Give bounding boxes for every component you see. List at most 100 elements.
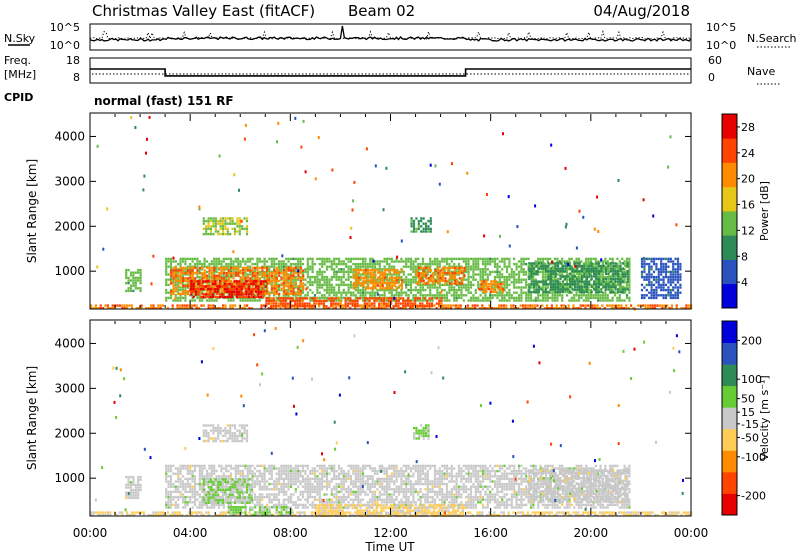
heatmap-cell <box>453 294 456 297</box>
heatmap-cell <box>498 291 501 294</box>
heatmap-cell <box>556 260 559 263</box>
heatmap-cell <box>651 307 654 310</box>
heatmap-cell <box>196 257 199 261</box>
heatmap-cell <box>306 275 309 279</box>
heatmap-cell <box>234 257 237 261</box>
heatmap-cell <box>224 307 227 310</box>
heatmap-cell <box>682 307 685 310</box>
heatmap-cell <box>134 279 137 282</box>
heatmap-cell <box>618 307 621 310</box>
heatmap-cell <box>604 275 607 279</box>
heatmap-cell <box>346 297 350 300</box>
heatmap-cell <box>277 121 280 125</box>
heatmap-cell <box>333 275 336 279</box>
heatmap-cell <box>140 304 143 307</box>
heatmap-cell <box>167 278 170 281</box>
heatmap-cell <box>265 297 268 300</box>
heatmap-cell <box>652 294 656 297</box>
heatmap-cell <box>676 288 680 292</box>
heatmap-cell <box>285 271 288 275</box>
heatmap-cell <box>298 302 302 305</box>
heatmap-cell <box>184 260 187 263</box>
heatmap-cell <box>395 294 398 297</box>
heatmap-cell <box>417 227 420 231</box>
heatmap-cell <box>282 297 285 300</box>
heatmap-cell <box>165 299 168 302</box>
heatmap-cell <box>545 288 548 291</box>
heatmap-cell <box>99 307 102 310</box>
heatmap-cell <box>388 268 392 272</box>
heatmap-cell <box>640 262 644 266</box>
heatmap-cell <box>251 271 254 275</box>
heatmap-cell <box>444 266 447 270</box>
heatmap-cell <box>448 278 451 281</box>
heatmap-cell <box>409 302 412 305</box>
heatmap-cell <box>672 270 675 274</box>
heatmap-cell <box>487 288 490 291</box>
heatmap-cell <box>253 268 257 271</box>
heatmap-cell <box>217 222 220 225</box>
heatmap-cell <box>253 294 257 297</box>
heatmap-cell <box>310 305 314 308</box>
heatmap-cell <box>611 257 614 261</box>
heatmap-cell <box>457 286 461 289</box>
heatmap-cell <box>359 278 362 281</box>
heatmap-cell <box>251 299 254 302</box>
colorbar-tick-label: 16 <box>741 199 755 212</box>
heatmap-cell <box>299 277 302 280</box>
heatmap-cell <box>236 217 239 220</box>
heatmap-cell <box>321 283 324 287</box>
heatmap-cell <box>280 283 283 287</box>
heatmap-cell <box>597 283 600 286</box>
heatmap-cell <box>366 299 369 302</box>
heatmap-cell <box>532 299 535 302</box>
heatmap-cell <box>282 290 286 293</box>
heatmap-cell <box>453 299 456 302</box>
heatmap-cell <box>404 302 407 305</box>
heatmap-cell <box>321 262 324 266</box>
heatmap-cell <box>139 271 142 274</box>
heatmap-cell <box>381 287 384 290</box>
heatmap-cell <box>196 262 199 266</box>
heatmap-cell <box>230 274 233 277</box>
heatmap-cell <box>290 274 293 277</box>
heatmap-cell <box>417 271 421 275</box>
heatmap-cell <box>352 274 356 277</box>
heatmap-cell <box>624 264 627 268</box>
heatmap-cell <box>495 514 498 517</box>
heatmap-cell <box>306 268 309 271</box>
heatmap-cell <box>558 260 561 263</box>
heatmap-cell <box>669 283 672 287</box>
heatmap-cell <box>238 219 241 223</box>
heatmap-cell <box>597 268 600 271</box>
heatmap-cell <box>448 268 451 271</box>
heatmap-cell <box>170 282 173 285</box>
heatmap-cell <box>429 270 432 274</box>
heatmap-cell <box>285 282 288 285</box>
heatmap-cell <box>402 297 405 300</box>
heatmap-cell <box>118 304 121 307</box>
heatmap-cell <box>332 514 335 517</box>
heatmap-cell <box>515 265 518 268</box>
heatmap-cell <box>296 297 299 300</box>
heatmap-cell <box>676 262 680 266</box>
heatmap-cell <box>461 271 464 275</box>
heatmap-cell <box>378 304 381 307</box>
heatmap-cell <box>251 269 254 272</box>
heatmap-cell <box>198 275 201 279</box>
heatmap-cell <box>457 296 461 300</box>
heatmap-cell <box>399 307 402 310</box>
heatmap-cell <box>561 285 564 288</box>
heatmap-cell <box>510 304 513 307</box>
heatmap-cell <box>272 299 275 303</box>
heatmap-cell <box>200 304 203 307</box>
power-colorbar-label: Power [dB] <box>758 181 771 241</box>
heatmap-cell <box>446 269 449 272</box>
heatmap-cell <box>566 283 569 286</box>
heatmap-cell <box>129 279 133 282</box>
heatmap-cell <box>349 283 353 287</box>
heatmap-cell <box>189 257 192 261</box>
heatmap-cell <box>410 225 413 228</box>
heatmap-cell <box>549 288 552 291</box>
heatmap-cell <box>287 292 290 296</box>
